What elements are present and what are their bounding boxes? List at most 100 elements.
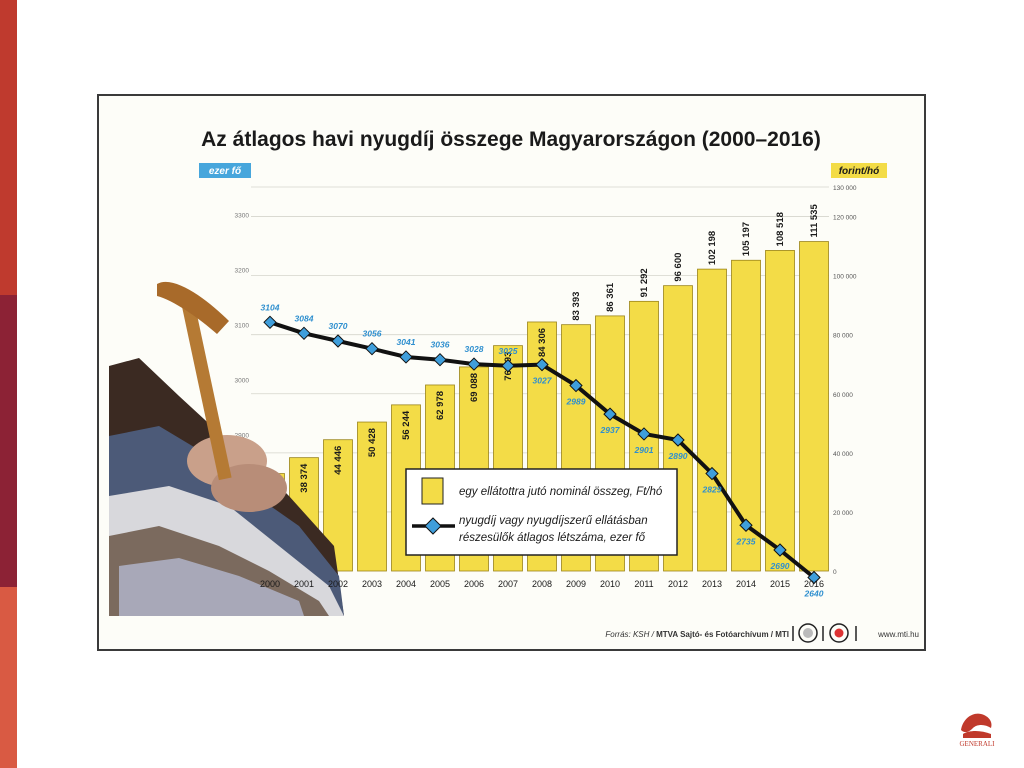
source-prefix: Forrás: KSH / — [605, 630, 656, 639]
x-tick-label: 2010 — [600, 579, 620, 589]
legend: egy ellátottra jutó nominál összeg, Ft/h… — [405, 468, 678, 556]
bar-value-label: 69 088 — [469, 373, 480, 402]
logo-text: GENERALI — [960, 740, 996, 748]
line-value-label: 3027 — [533, 376, 553, 386]
line-marker — [263, 315, 277, 330]
line-value-label: 3028 — [465, 344, 484, 354]
bar-value-label: 86 361 — [605, 282, 616, 312]
mti-logo-icon — [829, 623, 849, 643]
decor-stripe-middle — [0, 295, 17, 587]
bar-value-label: 50 428 — [367, 428, 378, 457]
bar — [357, 421, 387, 572]
right-tick-label: 20 000 — [833, 510, 853, 517]
right-tick-label: 80 000 — [833, 333, 853, 340]
x-tick-label: 2000 — [260, 579, 280, 589]
bar-value-label: 105 197 — [741, 222, 752, 256]
x-tick-label: 2007 — [498, 579, 518, 589]
chart-title: Az átlagos havi nyugdíj összege Magyaror… — [201, 128, 821, 151]
line-value-label: 2640 — [804, 589, 824, 599]
right-axis-badge — [831, 163, 887, 178]
line-marker — [297, 326, 311, 341]
left-axis-label: ezer fő — [209, 166, 242, 177]
line-marker — [365, 341, 379, 356]
line-value-label: 3056 — [363, 329, 382, 339]
line-value-labels: 3104 3084 3070 3056 3041 3036 3028 3025 3027 2989… — [261, 302, 824, 598]
bar — [697, 268, 727, 572]
x-tick-label: 2002 — [328, 579, 348, 589]
x-tick-label: 2016 — [804, 579, 824, 589]
decor-stripe-top — [0, 0, 17, 295]
source-bold: MTVA Sajtó- és Fotóarchívum / MTI — [656, 630, 789, 639]
bar-value-label: 84 306 — [537, 328, 548, 357]
left-tick-label: 3100 — [235, 323, 250, 330]
x-tick-label: 2008 — [532, 579, 552, 589]
line-marker — [535, 357, 549, 372]
line-value-label: 2735 — [736, 536, 756, 546]
x-tick-label: 2013 — [702, 579, 722, 589]
right-tick-label: 100 000 — [833, 274, 857, 281]
bar-value-label: 44 446 — [333, 446, 344, 475]
left-tick-label: 3300 — [235, 213, 250, 220]
bar-value-label: 102 198 — [707, 231, 718, 265]
line-marker — [433, 352, 447, 367]
right-tick-label: 120 000 — [833, 215, 857, 222]
legend-line-marker — [424, 517, 442, 535]
x-tick-label: 2006 — [464, 579, 484, 589]
line-value-label: 3036 — [431, 340, 450, 350]
x-tick-label: 2003 — [362, 579, 382, 589]
line-marker — [671, 433, 685, 447]
line-marker — [603, 407, 617, 421]
bar — [765, 250, 795, 572]
source-url[interactable]: www.mti.hu — [877, 630, 919, 639]
line-marker — [399, 350, 413, 364]
line-value-label: 2690 — [770, 561, 790, 571]
bar-value-label: 83 393 — [571, 292, 582, 321]
right-axis-ticks: 130 000 120 000 100 000 80 000 60 000 40 000 2… — [833, 185, 857, 576]
right-tick-label: 40 000 — [833, 451, 853, 458]
line-value-label: 2890 — [668, 451, 688, 461]
chart-frame: Az átlagos havi nyugdíj összege Magyaror… — [97, 94, 926, 651]
bar-value-label: 56 244 — [401, 410, 412, 440]
line-marker — [501, 359, 515, 373]
bar-value-label: 38 374 — [299, 463, 310, 493]
x-tick-label: 2004 — [396, 579, 416, 589]
line-marker — [807, 570, 821, 585]
x-axis-labels: 2000 2001 2002 2003 2004 2005 2006 2007 2008 2009… — [260, 579, 824, 589]
right-axis-label: forint/hó — [839, 166, 880, 177]
legend-bar-swatch — [421, 477, 444, 505]
left-axis-badge — [199, 163, 251, 178]
right-tick-label: 0 — [833, 569, 837, 576]
line-value-label: 2937 — [600, 425, 621, 435]
x-tick-label: 2011 — [634, 579, 653, 589]
line-marker — [773, 543, 787, 557]
left-tick-label: 2900 — [235, 433, 250, 440]
x-tick-label: 2009 — [566, 579, 586, 589]
x-tick-label: 2001 — [294, 579, 314, 589]
legend-line-label-1: nyugdíj vagy nyugdíjszerű ellátásban — [459, 515, 648, 527]
legend-line-label-2: részesülők átlagos létszáma, ezer fő — [459, 532, 646, 544]
legend-bar-label: egy ellátottra jutó nominál összeg, Ft/h… — [459, 486, 663, 498]
generali-lion-logo: GENERALI — [960, 713, 996, 748]
x-tick-label: 2015 — [770, 579, 790, 589]
line-marker — [569, 378, 583, 393]
line-marker — [705, 466, 719, 481]
left-tick-label: 3200 — [235, 268, 250, 275]
left-tick-label: 3000 — [235, 378, 250, 385]
bar-value-label: 62 978 — [435, 391, 446, 420]
line-value-label: 3070 — [329, 321, 348, 331]
line-value-label: 2829 — [702, 485, 722, 495]
line-value-label: 3084 — [295, 313, 314, 323]
line-marker — [331, 334, 345, 348]
line-value-label: 2901 — [634, 445, 654, 455]
line-value-label: 3041 — [397, 337, 416, 347]
bar-value-label: 111 535 — [809, 204, 820, 238]
line-value-label: 3025 — [499, 346, 518, 356]
line-marker — [637, 427, 651, 441]
right-tick-label: 130 000 — [833, 185, 857, 192]
bar-value-label: 91 292 — [639, 268, 650, 297]
source-credit: Forrás: KSH / MTVA Sajtó- és Fotóarchívu… — [605, 630, 789, 639]
x-tick-label: 2014 — [736, 579, 756, 589]
line-series — [263, 315, 821, 585]
line-marker — [467, 357, 481, 371]
x-tick-label: 2012 — [668, 579, 688, 589]
